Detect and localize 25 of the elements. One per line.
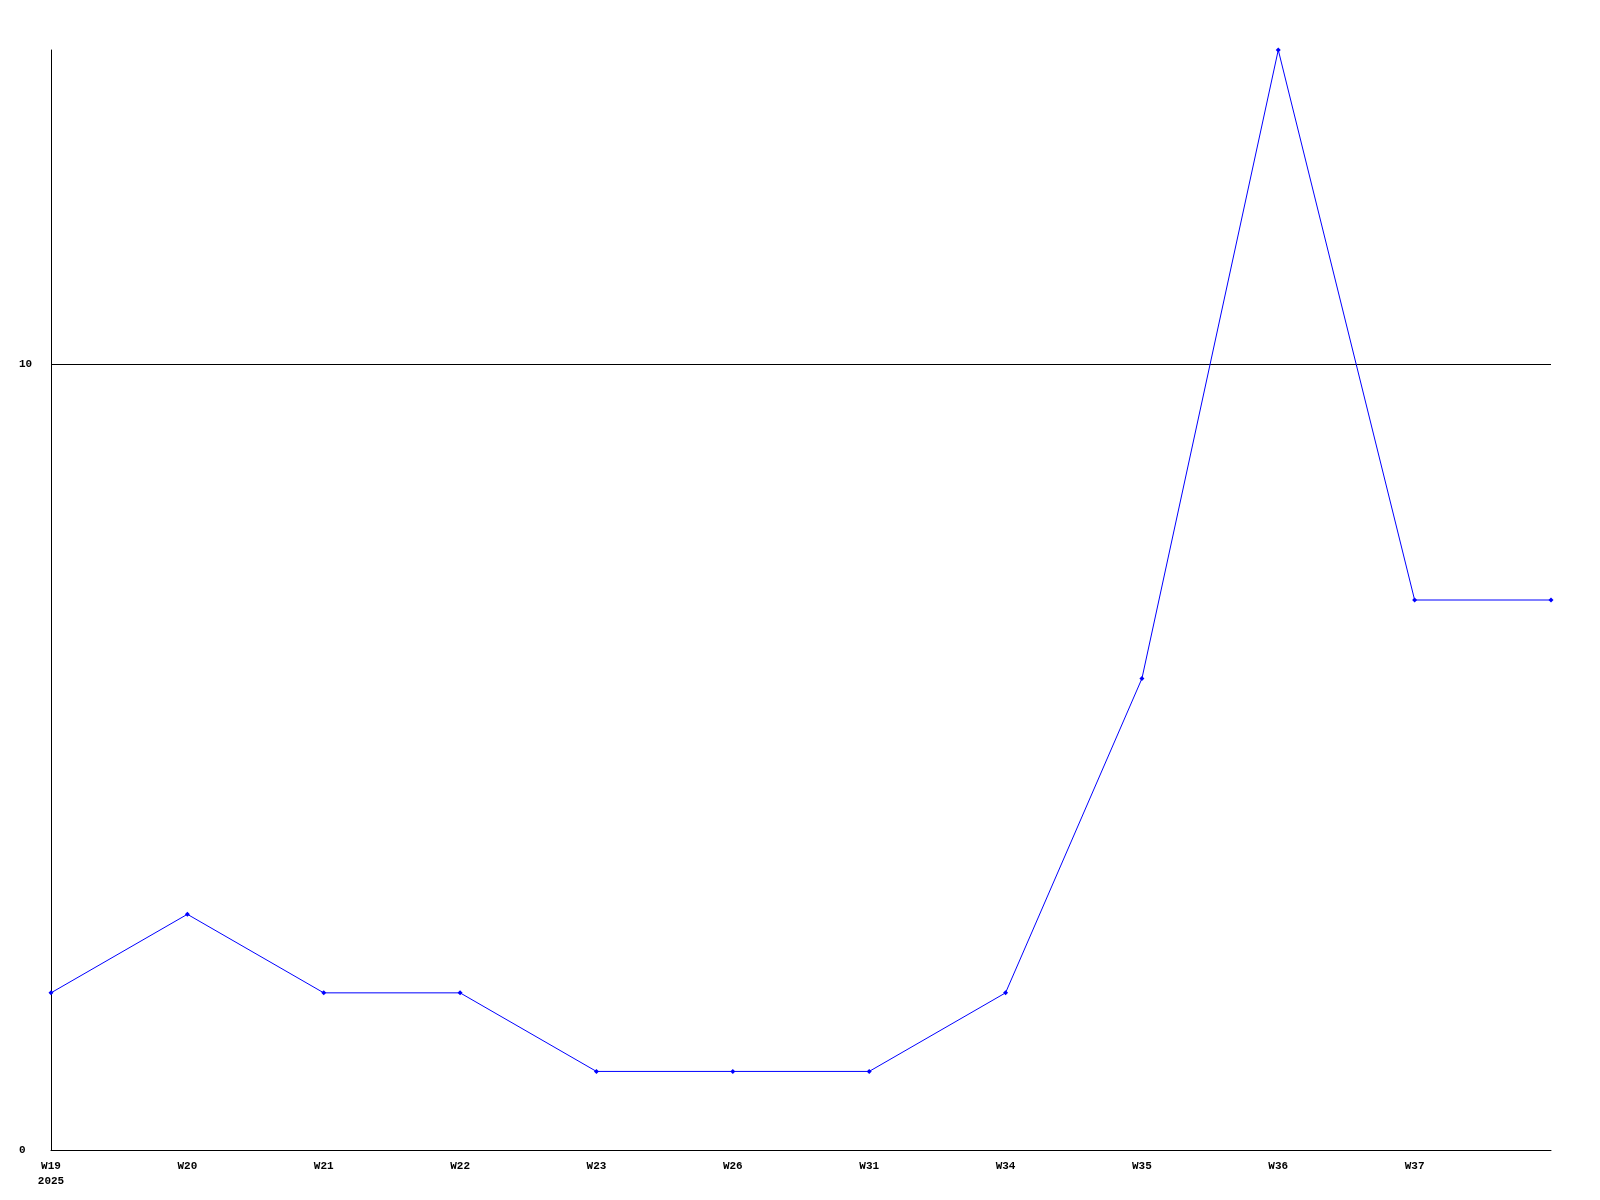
x-tick-label: W34 [995,1159,1016,1172]
point [1412,597,1418,603]
point [1003,990,1009,996]
y-tick-label: 0 [19,1144,26,1156]
x-tick-label: W36 [1268,1159,1289,1172]
point [1139,676,1145,682]
x-tick-label: W26 [722,1159,743,1172]
point [593,1068,599,1074]
point [1275,47,1281,53]
y-tick-label: 10 [19,358,33,371]
x-tick-label: W31 [859,1159,880,1172]
point [866,1068,872,1074]
x-tick-label: W20 [177,1159,198,1172]
point [321,990,327,996]
point [48,990,54,996]
x-tick-label: W35 [1132,1159,1153,1172]
point [730,1068,736,1074]
x-tick-label: W23 [586,1159,607,1172]
x-tick-label: W21 [313,1159,335,1172]
x-tick-label: W22 [450,1159,470,1172]
x-tick-label: W19 2025 [37,1159,65,1187]
point [184,911,190,917]
point [1548,597,1554,603]
point [457,990,463,996]
x-tick-label: W37 [1404,1159,1425,1172]
